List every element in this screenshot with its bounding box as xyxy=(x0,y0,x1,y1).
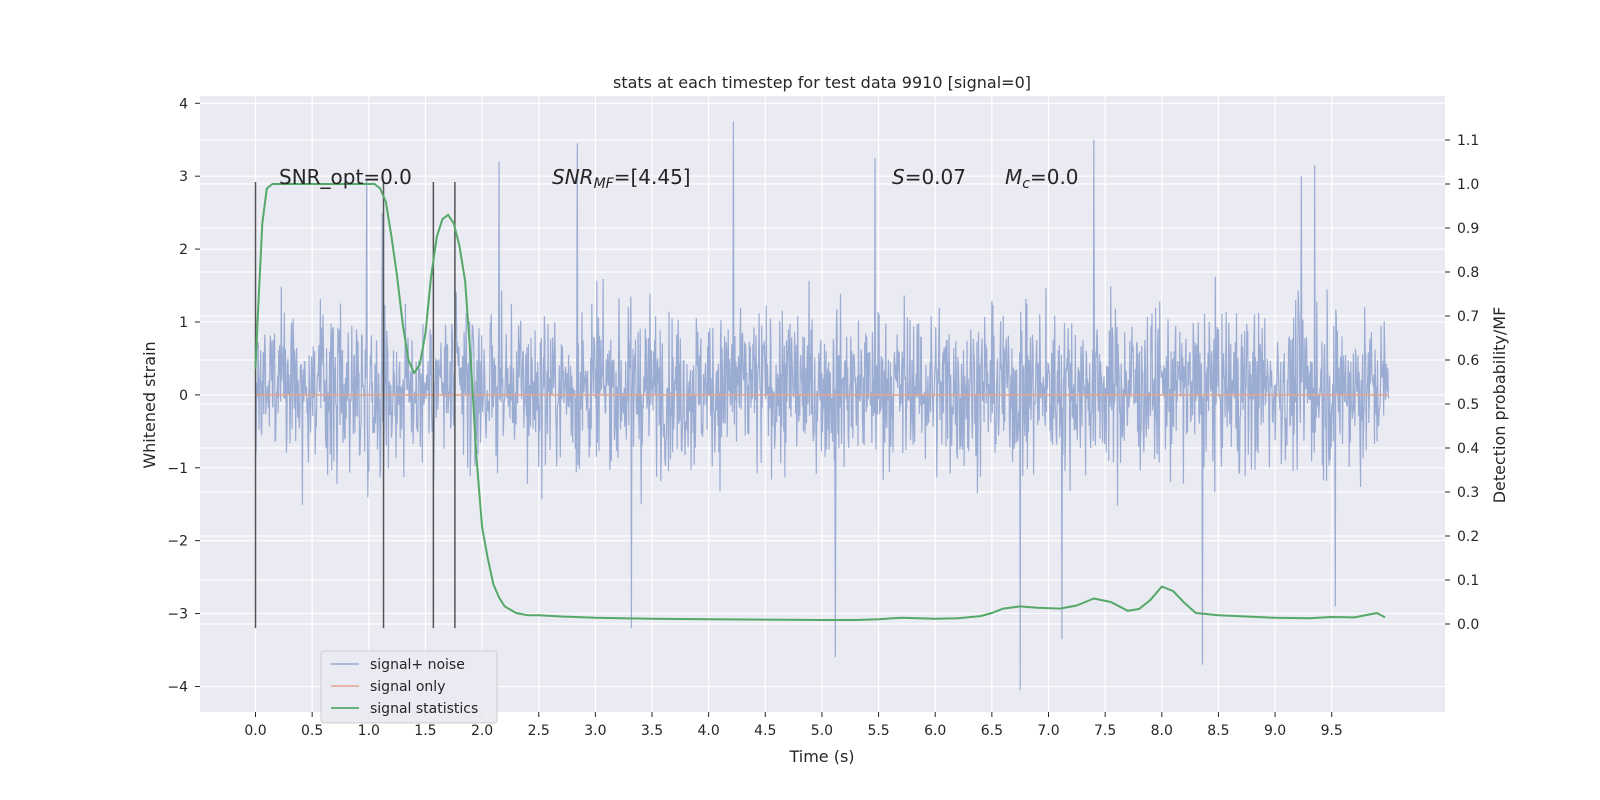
x-tick-label: 7.0 xyxy=(1037,723,1059,739)
x-tick-label: 8.5 xyxy=(1207,723,1229,739)
s-main: S xyxy=(892,165,905,189)
y-right-tick-label: 0.5 xyxy=(1457,397,1479,413)
y-tick-label: 2 xyxy=(179,242,188,258)
x-tick-label: 6.0 xyxy=(924,723,946,739)
x-axis-label: Time (s) xyxy=(788,747,854,766)
y-right-tick-label: 0.2 xyxy=(1457,529,1479,545)
y-tick-label: −3 xyxy=(167,607,188,623)
y-axis-right-label: Detection probability/MF xyxy=(1490,307,1509,504)
x-tick-label: 3.0 xyxy=(584,723,606,739)
y-axis-label: Whitened strain xyxy=(140,341,159,468)
y-right-tick-label: 0.8 xyxy=(1457,265,1479,281)
mc-main: M xyxy=(1005,165,1022,189)
snr-mf-main: SNR xyxy=(552,165,594,189)
x-tick-label: 0.5 xyxy=(301,723,323,739)
y-tick-label: 3 xyxy=(179,169,188,185)
legend: signal+ noise signal only signal statist… xyxy=(320,650,498,724)
x-tick-label: 5.5 xyxy=(867,723,889,739)
y-right-tick-label: 0.0 xyxy=(1457,617,1479,633)
x-tick-label: 1.0 xyxy=(358,723,380,739)
x-tick-label: 5.0 xyxy=(811,723,833,739)
y-tick-label: −1 xyxy=(167,461,188,477)
legend-box xyxy=(320,650,498,724)
mc-value: =0.0 xyxy=(1030,165,1079,189)
signal-statistics-series xyxy=(254,183,1386,621)
x-tick-label: 4.0 xyxy=(698,723,720,739)
x-tick-label: 2.0 xyxy=(471,723,493,739)
mc-subscript: c xyxy=(1022,176,1030,192)
legend-label-signal-statistics: signal statistics xyxy=(370,701,478,717)
y-right-tick-label: 0.3 xyxy=(1457,485,1479,501)
y-tick-label: 1 xyxy=(179,315,188,331)
x-tick-label: 9.5 xyxy=(1321,723,1343,739)
snr-mf-value: =[4.45] xyxy=(614,165,691,189)
y-right-tick-label: 0.1 xyxy=(1457,573,1479,589)
snr-mf-subscript: MF xyxy=(594,176,615,192)
x-tick-label: 2.5 xyxy=(528,723,550,739)
x-tick-label: 1.5 xyxy=(414,723,436,739)
signal-statistics-line xyxy=(254,183,1386,621)
s-value: =0.07 xyxy=(905,165,966,189)
chart-title: stats at each timestep for test data 991… xyxy=(613,73,1031,92)
legend-label-signal-only: signal only xyxy=(370,679,445,695)
s-annotation: S=0.07 xyxy=(892,165,966,189)
noise-series xyxy=(254,121,1389,691)
y-tick-label: 0 xyxy=(179,388,188,404)
x-tick-label: 6.5 xyxy=(981,723,1003,739)
x-tick-label: 8.0 xyxy=(1151,723,1173,739)
y-right-tick-label: 1.0 xyxy=(1457,177,1479,193)
snr-mf-annotation: SNRMF=[4.45] xyxy=(552,165,691,192)
y-right-tick-label: 0.7 xyxy=(1457,309,1479,325)
x-tick-label: 3.5 xyxy=(641,723,663,739)
y-right-tick-label: 1.1 xyxy=(1457,133,1479,149)
y-right-tick-label: 0.4 xyxy=(1457,441,1479,457)
x-tick-label: 7.5 xyxy=(1094,723,1116,739)
ticks: 0.0 0.5 1.0 1.5 2.0 2.5 3.0 3.5 4.0 4.5 5.0 5.5 6.0 6… xyxy=(167,96,1479,739)
signal-noise-line xyxy=(254,121,1389,691)
y-right-tick-label: 0.6 xyxy=(1457,353,1479,369)
y-right-tick-label: 0.9 xyxy=(1457,221,1479,237)
y-tick-label: −2 xyxy=(167,534,188,550)
y-tick-label: 4 xyxy=(179,96,188,112)
snr-opt-annotation: SNR_opt=0.0 xyxy=(279,165,412,189)
x-tick-label: 9.0 xyxy=(1264,723,1286,739)
mc-annotation: Mc=0.0 xyxy=(1005,165,1079,192)
y-tick-label: −4 xyxy=(167,679,188,695)
legend-label-signal-noise: signal+ noise xyxy=(370,657,465,673)
x-tick-label: 0.0 xyxy=(244,723,266,739)
x-tick-label: 4.5 xyxy=(754,723,776,739)
